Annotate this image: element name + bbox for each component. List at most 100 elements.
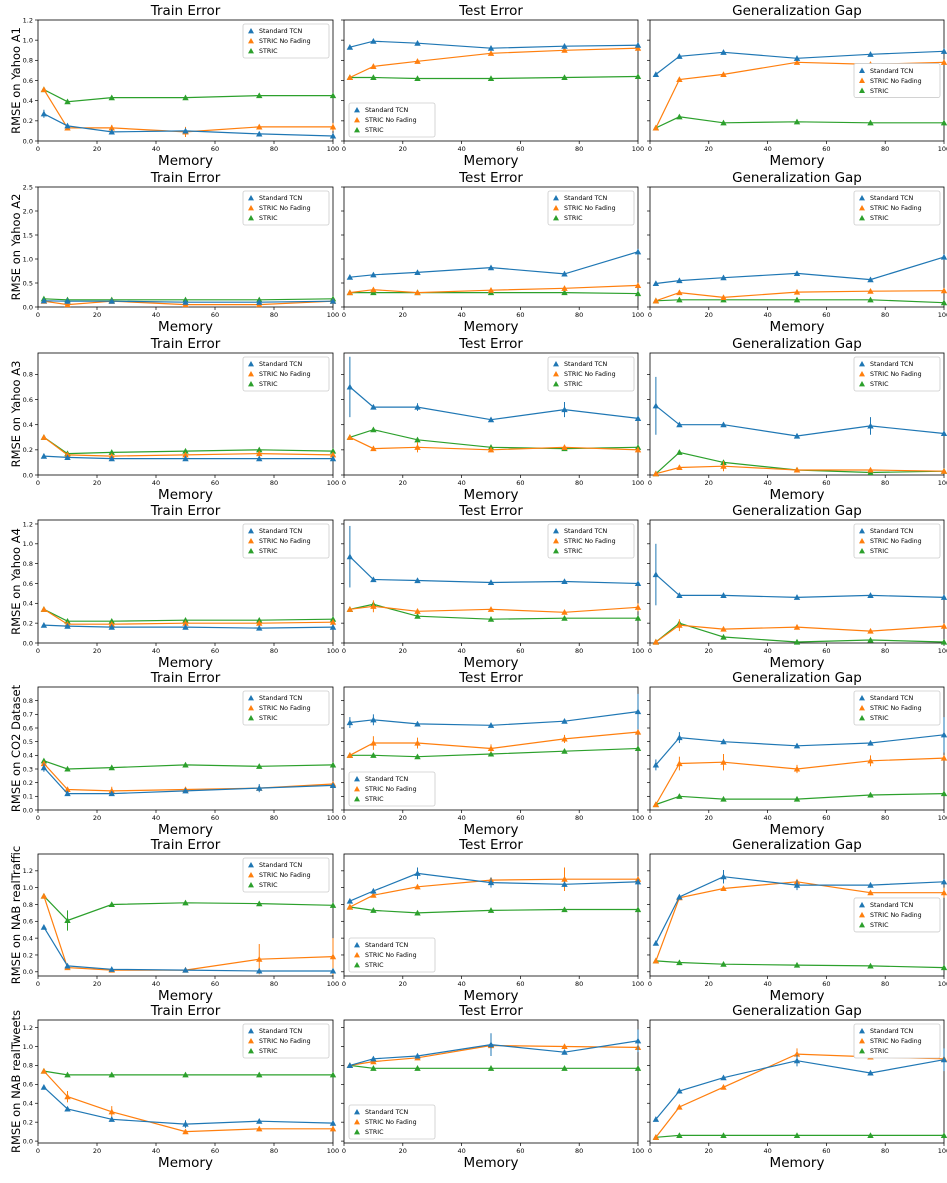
plot-frame	[649, 853, 945, 977]
data-point	[676, 959, 683, 966]
data-point	[64, 786, 71, 793]
x-tick-label: 0	[342, 145, 346, 153]
legend-label: Standard TCN	[870, 528, 914, 535]
subplot-title: Train Error	[150, 1003, 221, 1019]
data-point	[329, 782, 337, 788]
legend: Standard TCN STRIC No Fading STRIC	[242, 190, 330, 226]
y-axis-label: RMSE on CO2 Dataset	[9, 684, 23, 812]
legend-label: STRIC No Fading	[870, 78, 922, 85]
x-tick-label: 40	[152, 980, 160, 988]
x-tick-label: 20	[705, 311, 713, 319]
series-line	[349, 872, 639, 902]
data-point	[40, 892, 48, 899]
legend-box	[853, 897, 941, 933]
data-point	[867, 592, 874, 598]
legend-marker	[354, 1109, 360, 1115]
data-point	[370, 403, 377, 410]
data-point	[867, 1132, 874, 1138]
y-tick-label: 0.4	[23, 934, 33, 942]
legend: Standard TCN STRIC No Fading STRIC	[242, 690, 330, 726]
legend-marker	[553, 215, 559, 221]
series-line	[349, 605, 639, 613]
series-line	[349, 429, 639, 450]
data-point	[867, 119, 874, 126]
data-point	[329, 761, 337, 768]
legend-marker	[354, 796, 360, 802]
y-tick-label: 0.5	[23, 738, 33, 746]
legend-box	[853, 356, 941, 392]
data-point	[940, 119, 947, 126]
y-tick-label: 0.8	[23, 560, 33, 568]
data-point	[182, 455, 189, 462]
series-line	[43, 89, 333, 103]
legend: Standard TCN STRIC No Fading STRIC	[348, 937, 436, 973]
legend: Standard TCN STRIC No Fading STRIC	[242, 1023, 330, 1059]
data-point	[634, 290, 642, 297]
x-tick-label: 60	[211, 311, 219, 319]
legend-box	[853, 63, 941, 98]
data-point	[720, 961, 727, 967]
data-point	[256, 455, 263, 462]
data-point	[634, 73, 642, 80]
subplot-5-0: Train Error Memory RMSE on NAB realTraffic…	[9, 837, 339, 1004]
subplot-title: Generalization Gap	[732, 336, 862, 352]
data-point	[414, 577, 421, 584]
y-tick-label: 0.8	[23, 1062, 33, 1070]
legend-label: STRIC	[259, 882, 278, 889]
legend: Standard TCN STRIC No Fading STRIC	[853, 690, 941, 726]
data-point	[561, 285, 568, 291]
series-line	[43, 298, 334, 301]
data-point	[256, 624, 263, 631]
data-point	[793, 742, 801, 749]
data-point	[720, 1132, 727, 1138]
legend-marker	[248, 705, 254, 711]
data-point	[720, 758, 727, 765]
x-axis-label: Memory	[770, 1155, 825, 1171]
data-point	[329, 615, 337, 622]
x-tick-label: 20	[399, 145, 407, 153]
x-tick-label: 40	[763, 311, 771, 319]
data-point	[487, 416, 495, 423]
x-axis-label: Memory	[464, 988, 519, 1004]
x-tick-label: 40	[457, 980, 465, 988]
data-point	[561, 289, 568, 296]
subplot-3-0: Train Error Memory RMSE on Yahoo A4 0 20 40 60…	[9, 503, 339, 671]
data-point	[256, 955, 263, 962]
legend-label: STRIC No Fading	[870, 1038, 922, 1045]
data-point	[414, 444, 421, 450]
x-tick-label: 20	[705, 1147, 713, 1155]
data-point	[64, 962, 71, 969]
data-point	[40, 434, 48, 440]
legend-label: STRIC No Fading	[870, 912, 922, 919]
data-point	[940, 299, 947, 306]
x-tick-label: 100	[632, 145, 644, 153]
legend-box	[547, 523, 635, 559]
y-axis-label: RMSE on Yahoo A1	[9, 27, 23, 134]
x-tick-label: 100	[938, 980, 947, 988]
data-point	[561, 748, 568, 754]
y-tick-label: 0.2	[23, 117, 33, 125]
data-point	[487, 1065, 495, 1071]
legend-box	[853, 523, 941, 559]
x-tick-label: 40	[152, 479, 160, 487]
legend-marker	[248, 862, 254, 868]
y-tick-label: 0.3	[23, 765, 33, 773]
legend-label: STRIC No Fading	[564, 205, 616, 212]
series-line	[349, 40, 639, 49]
legend-marker	[859, 195, 865, 201]
legend-label: STRIC	[564, 215, 583, 222]
x-tick-label: 20	[93, 814, 101, 822]
legend-marker	[859, 695, 865, 701]
data-point	[561, 1043, 568, 1050]
x-axis-label: Memory	[770, 319, 825, 335]
x-tick-label: 20	[399, 647, 407, 655]
data-point	[561, 444, 568, 450]
data-point	[64, 1093, 71, 1100]
data-point	[676, 1087, 683, 1094]
legend-marker	[859, 371, 865, 377]
data-point	[867, 636, 874, 643]
legend-label: STRIC No Fading	[870, 205, 922, 212]
data-point	[940, 468, 947, 474]
x-tick-label: 100	[632, 311, 644, 319]
legend: Standard TCN STRIC No Fading STRIC	[853, 356, 941, 392]
